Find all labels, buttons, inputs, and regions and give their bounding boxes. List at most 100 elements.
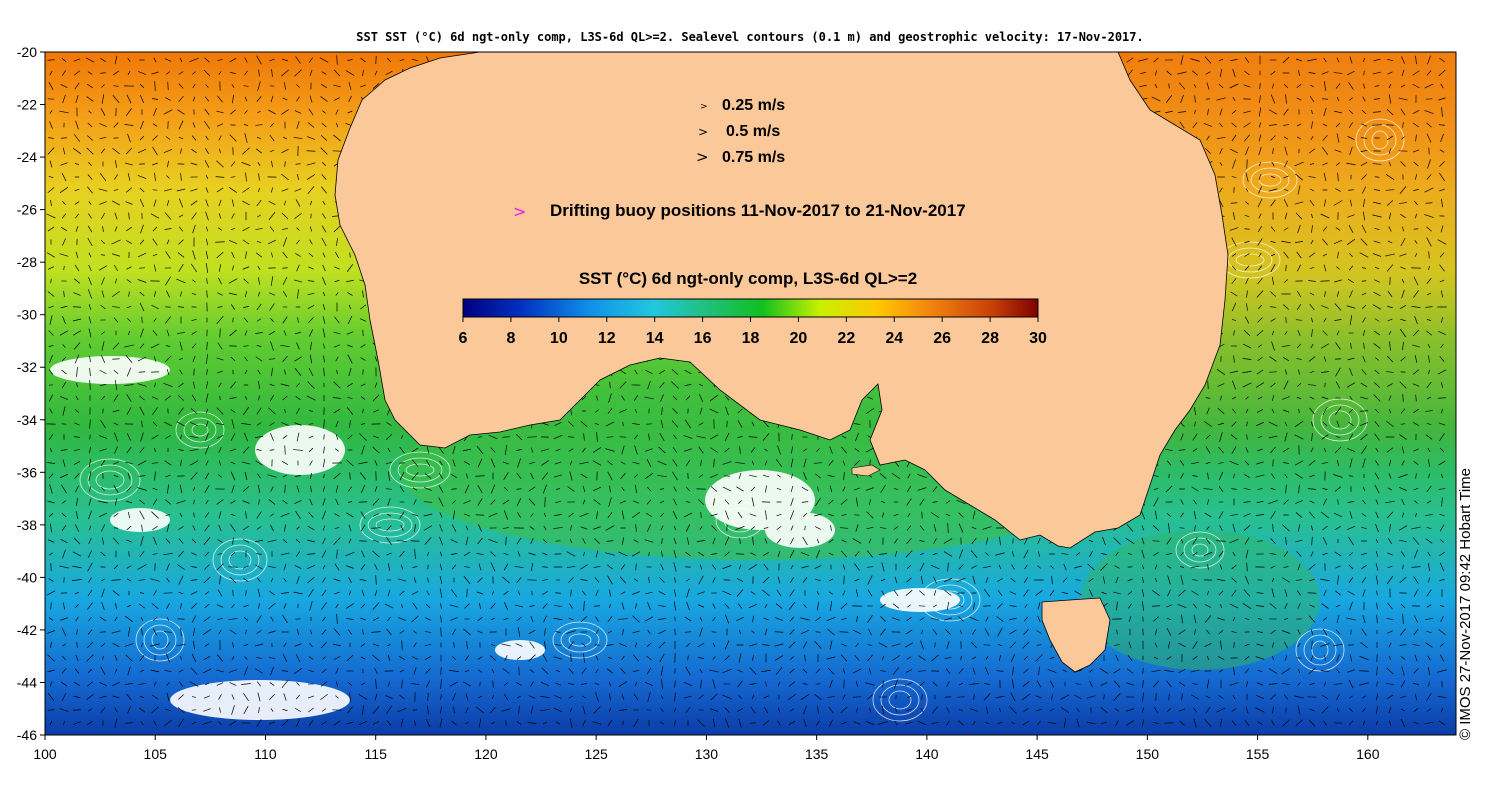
velocity-arrow: [255, 148, 263, 154]
velocity-arrow: [1231, 134, 1237, 142]
velocity-arrow: [646, 524, 652, 532]
velocity-arrow: [374, 589, 378, 597]
velocity-arrow: [841, 446, 847, 454]
velocity-arrow: [1412, 83, 1420, 89]
velocity-arrow: [73, 278, 81, 284]
velocity-arrow: [359, 318, 367, 322]
velocity-arrow: [1023, 616, 1029, 622]
velocity-arrow: [684, 616, 692, 622]
velocity-arrow: [658, 629, 666, 635]
velocity-arrow: [1088, 578, 1094, 582]
velocity-arrow: [943, 577, 953, 583]
velocity-arrow: [751, 421, 755, 427]
velocity-arrow: [362, 408, 364, 414]
velocity-arrow: [346, 264, 354, 272]
velocity-arrow: [1216, 97, 1226, 101]
velocity-arrow: [1167, 575, 1171, 585]
velocity-arrow: [165, 499, 171, 505]
velocity-arrow: [1245, 549, 1249, 559]
velocity-arrow: [205, 187, 209, 193]
velocity-arrow: [1425, 434, 1433, 440]
velocity-arrow: [218, 511, 222, 519]
velocity-arrow: [592, 460, 602, 466]
velocity-arrow: [700, 564, 702, 570]
velocity-arrow: [621, 510, 625, 520]
velocity-arrow: [490, 458, 496, 468]
velocity-arrow: [1386, 305, 1394, 309]
velocity-arrow: [231, 265, 235, 271]
velocity-arrow: [1320, 213, 1330, 219]
velocity-arrow: [322, 486, 326, 492]
velocity-arrow: [179, 369, 183, 375]
velocity-arrow: [99, 136, 107, 140]
velocity-arrow: [464, 513, 470, 517]
velocity-arrow: [400, 564, 404, 570]
velocity-arrow: [1217, 383, 1225, 387]
velocity-arrow: [243, 345, 249, 347]
velocity-arrow: [841, 539, 847, 543]
velocity-arrow: [1246, 290, 1248, 298]
velocity-arrow: [190, 408, 198, 414]
velocity-arrow: [1428, 577, 1430, 583]
velocity-arrow: [1269, 124, 1277, 126]
velocity-arrow: [281, 227, 289, 231]
velocity-arrow: [1309, 163, 1315, 165]
velocity-arrow: [1349, 315, 1353, 325]
velocity-arrow: [764, 538, 768, 544]
velocity-arrow: [47, 187, 55, 193]
velocity-arrow: [192, 83, 196, 89]
velocity-arrow: [349, 472, 351, 480]
velocity-arrow: [257, 577, 261, 583]
velocity-arrow: [595, 589, 599, 597]
velocity-arrow: [1361, 526, 1367, 530]
velocity-arrow: [269, 358, 275, 360]
velocity-arrow: [802, 641, 808, 649]
velocity-arrow: [528, 486, 536, 492]
velocity-arrow: [622, 628, 624, 636]
velocity-arrow: [1074, 590, 1082, 596]
velocity-arrow: [336, 122, 338, 128]
velocity-arrow: [153, 57, 157, 63]
velocity-arrow: [282, 97, 288, 101]
velocity-arrow: [280, 512, 290, 518]
velocity-arrow: [1308, 252, 1316, 258]
velocity-arrow: [1322, 525, 1328, 531]
velocity-arrow: [255, 332, 263, 334]
velocity-arrow: [997, 602, 1003, 610]
velocity-arrow: [387, 498, 391, 506]
velocity-arrow: [711, 564, 717, 570]
velocity-arrow: [439, 536, 443, 546]
velocity-arrow: [1204, 512, 1212, 518]
velocity-arrow: [1178, 629, 1186, 635]
velocity-arrow: [1051, 575, 1053, 585]
velocity-arrow: [75, 395, 79, 401]
velocity-arrow: [308, 447, 314, 453]
velocity-arrow: [570, 525, 572, 531]
velocity-arrow: [87, 225, 93, 233]
velocity-arrow: [88, 616, 92, 622]
velocity-arrow: [568, 641, 574, 649]
velocity-arrow: [127, 318, 131, 322]
velocity-arrow: [855, 524, 859, 532]
velocity-arrow: [255, 564, 263, 570]
velocity-arrow: [713, 458, 715, 468]
velocity-arrow: [855, 474, 859, 478]
velocity-arrow: [828, 578, 834, 582]
velocity-arrow: [167, 81, 169, 91]
velocity-arrow: [192, 224, 196, 234]
velocity-arrow: [712, 603, 716, 609]
velocity-arrow: [855, 642, 859, 648]
velocity-arrow: [777, 474, 781, 478]
velocity-arrow: [711, 525, 717, 531]
velocity-arrow: [49, 484, 53, 494]
velocity-arrow: [696, 540, 706, 542]
velocity-arrow: [1401, 136, 1405, 140]
velocity-arrow: [1179, 527, 1185, 529]
velocity-arrow: [1257, 618, 1263, 620]
velocity-arrow: [1372, 304, 1382, 310]
velocity-arrow: [180, 148, 182, 154]
velocity-arrow: [1348, 109, 1354, 115]
velocity-arrow: [1347, 501, 1355, 503]
velocity-arrow: [1335, 590, 1341, 596]
velocity-arrow: [230, 514, 236, 516]
